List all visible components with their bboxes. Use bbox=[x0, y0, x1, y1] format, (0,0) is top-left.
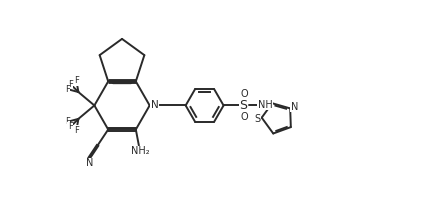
Text: F: F bbox=[74, 76, 79, 85]
Text: N: N bbox=[151, 100, 159, 110]
Text: S: S bbox=[239, 99, 247, 112]
Text: N: N bbox=[86, 158, 93, 168]
Text: NH₂: NH₂ bbox=[132, 146, 150, 156]
Text: O: O bbox=[241, 89, 248, 99]
Text: N: N bbox=[291, 102, 298, 112]
Text: F: F bbox=[68, 122, 73, 131]
Text: F: F bbox=[65, 117, 70, 126]
Text: F: F bbox=[74, 126, 79, 135]
Text: O: O bbox=[241, 112, 248, 122]
Text: S: S bbox=[254, 114, 260, 124]
Text: F: F bbox=[68, 80, 73, 89]
Text: NH: NH bbox=[258, 100, 272, 110]
Text: F: F bbox=[65, 85, 70, 94]
